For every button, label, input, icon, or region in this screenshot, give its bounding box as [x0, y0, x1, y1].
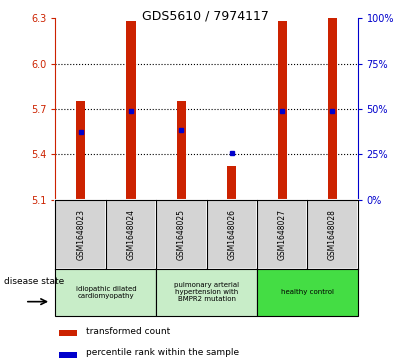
Bar: [106, 200, 156, 269]
Bar: [257, 200, 307, 269]
Text: pulmonary arterial
hypertension with
BMPR2 mutation: pulmonary arterial hypertension with BMP…: [174, 282, 239, 302]
Bar: [177, 101, 186, 200]
Text: idiopathic dilated
cardiomyopathy: idiopathic dilated cardiomyopathy: [76, 286, 136, 299]
Bar: [328, 18, 337, 200]
Bar: [58, 352, 76, 358]
Bar: [58, 330, 76, 336]
Bar: [55, 269, 156, 316]
Bar: [257, 269, 358, 316]
Bar: [206, 200, 257, 269]
Text: transformed count: transformed count: [85, 327, 170, 336]
Bar: [55, 200, 106, 269]
Text: GSM1648025: GSM1648025: [177, 209, 186, 260]
Bar: [307, 200, 358, 269]
Bar: [227, 166, 236, 200]
Text: GSM1648028: GSM1648028: [328, 209, 337, 260]
Text: percentile rank within the sample: percentile rank within the sample: [85, 348, 239, 358]
Bar: [156, 200, 206, 269]
Text: GSM1648027: GSM1648027: [277, 209, 286, 260]
Text: GSM1648024: GSM1648024: [127, 209, 136, 260]
Bar: [76, 101, 85, 200]
Text: GDS5610 / 7974117: GDS5610 / 7974117: [142, 9, 269, 22]
Bar: [277, 21, 286, 200]
Text: GSM1648023: GSM1648023: [76, 209, 85, 260]
Bar: [127, 21, 136, 200]
Text: healthy control: healthy control: [281, 289, 334, 295]
Text: disease state: disease state: [4, 277, 65, 286]
Text: GSM1648026: GSM1648026: [227, 209, 236, 260]
Bar: [156, 269, 257, 316]
